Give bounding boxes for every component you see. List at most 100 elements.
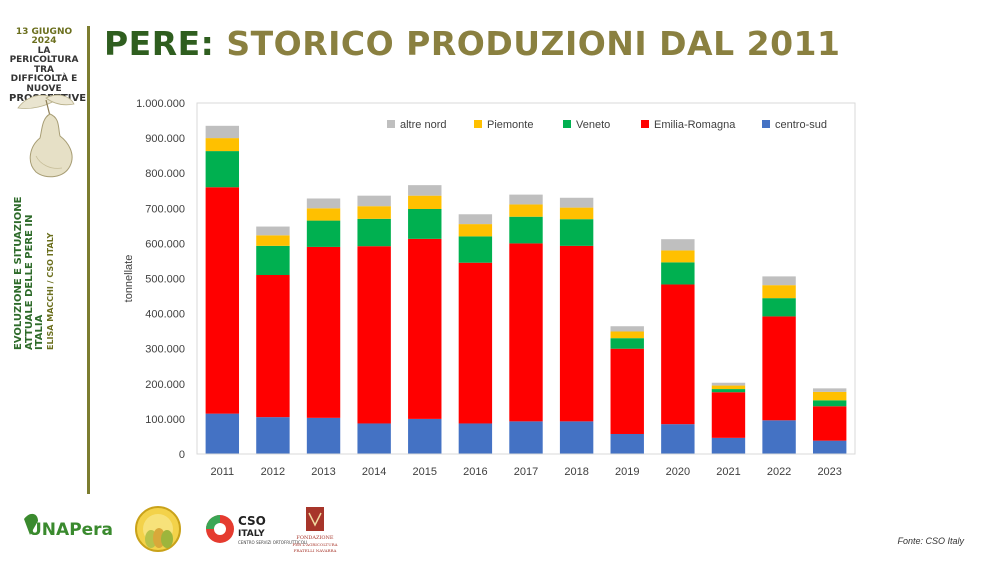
bar-segment bbox=[812, 388, 847, 392]
bar-segment bbox=[762, 276, 796, 286]
bar-segment bbox=[205, 125, 240, 139]
x-tick-label: 2023 bbox=[817, 466, 841, 478]
bar-segment bbox=[205, 413, 240, 454]
y-tick-label: 100.000 bbox=[145, 414, 185, 426]
x-tick-label: 2022 bbox=[767, 466, 791, 478]
event-title-line1: LA PERICOLTURA TRA bbox=[9, 45, 79, 75]
bar-segment bbox=[762, 420, 796, 454]
bar-segment bbox=[610, 338, 644, 349]
legend-swatch bbox=[641, 120, 649, 128]
bar-segment bbox=[205, 151, 240, 188]
bar-segment bbox=[762, 285, 796, 299]
bar-segment bbox=[559, 421, 594, 454]
fondazione-line1: FONDAZIONE bbox=[296, 535, 333, 541]
bar-segment bbox=[509, 216, 543, 244]
bar-segment bbox=[509, 421, 543, 454]
legend-swatch bbox=[563, 120, 571, 128]
bar-segment bbox=[458, 236, 493, 263]
bar-segment bbox=[408, 195, 442, 210]
y-axis-label: tonnellate bbox=[123, 255, 135, 303]
bar-segment bbox=[762, 316, 796, 421]
sidebar: 13 GIUGNO 2024 LA PERICOLTURA TRA DIFFIC… bbox=[0, 0, 92, 563]
cso-logo-line1: CSO bbox=[238, 514, 266, 528]
y-tick-label: 200.000 bbox=[145, 379, 185, 391]
bar-segment bbox=[661, 424, 695, 454]
fondazione-line2: PER L'AGRICOLTURA bbox=[293, 542, 338, 547]
legend-swatch bbox=[387, 120, 395, 128]
bar-segment bbox=[661, 250, 695, 263]
logo-strip: UNAPera CSO ITALY CENTRO SERVIZI ORTOFRU… bbox=[20, 505, 380, 560]
bar-segment bbox=[205, 187, 240, 414]
bar-segment bbox=[256, 274, 290, 418]
y-tick-label: 600.000 bbox=[145, 238, 185, 250]
bar-segment bbox=[559, 219, 594, 246]
page-title: PERE: STORICO PRODUZIONI DAL 2011 bbox=[104, 24, 840, 63]
bar-segment bbox=[812, 440, 847, 454]
bar-segment bbox=[357, 246, 391, 424]
bar-segment bbox=[408, 185, 442, 196]
bar-segment bbox=[610, 326, 644, 332]
y-tick-label: 400.000 bbox=[145, 309, 185, 321]
fondazione-line3: FRATELLI NAVARRA bbox=[294, 548, 337, 553]
y-tick-label: 700.000 bbox=[145, 203, 185, 215]
fondazione-navarra-logo: FONDAZIONE PER L'AGRICOLTURA FRATELLI NA… bbox=[293, 507, 338, 553]
cso-italy-logo: CSO ITALY CENTRO SERVIZI ORTOFRUTTICOLI bbox=[206, 514, 307, 545]
bar-segment bbox=[205, 138, 240, 152]
x-tick-label: 2021 bbox=[716, 466, 740, 478]
pear-illustration-icon bbox=[17, 94, 75, 178]
bar-segment bbox=[306, 198, 341, 209]
x-tick-label: 2014 bbox=[362, 466, 386, 478]
bar-segment bbox=[812, 391, 847, 401]
bar-segment bbox=[509, 194, 543, 205]
x-tick-label: 2013 bbox=[311, 466, 335, 478]
x-tick-label: 2017 bbox=[514, 466, 538, 478]
legend-label: centro-sud bbox=[775, 119, 827, 131]
y-tick-label: 900.000 bbox=[145, 133, 185, 145]
bar-segment bbox=[357, 206, 391, 219]
bar-segment bbox=[458, 214, 493, 225]
cso-logo-sub: CENTRO SERVIZI ORTOFRUTTICOLI bbox=[238, 540, 307, 545]
x-tick-label: 2020 bbox=[666, 466, 690, 478]
bar-segment bbox=[458, 262, 493, 424]
legend-label: Emilia-Romagna bbox=[654, 119, 736, 131]
x-tick-label: 2016 bbox=[463, 466, 487, 478]
bar-segment bbox=[711, 437, 746, 454]
bar-segment bbox=[812, 406, 847, 441]
unapera-logo: UNAPera bbox=[24, 513, 113, 540]
bar-segment bbox=[256, 245, 290, 275]
y-tick-label: 300.000 bbox=[145, 344, 185, 356]
sidebar-divider bbox=[87, 26, 90, 494]
bar-segment bbox=[559, 197, 594, 208]
source-note: Fonte: CSO Italy bbox=[897, 536, 964, 546]
bar-segment bbox=[256, 235, 290, 246]
bar-segment bbox=[256, 417, 290, 454]
legend-swatch bbox=[762, 120, 770, 128]
bar-segment bbox=[408, 238, 442, 419]
cso-logo-line2: ITALY bbox=[238, 529, 265, 539]
x-tick-label: 2019 bbox=[615, 466, 639, 478]
bar-segment bbox=[711, 385, 746, 390]
legend-label: Veneto bbox=[576, 119, 610, 131]
bar-segment bbox=[711, 389, 746, 393]
bar-segment bbox=[306, 208, 341, 221]
unapera-logo-text: UNAPera bbox=[28, 520, 113, 540]
event-title-line2: DIFFICOLTÀ E NUOVE bbox=[10, 74, 78, 94]
bar-segment bbox=[610, 348, 644, 434]
bar-segment bbox=[408, 209, 442, 239]
legend-label: altre nord bbox=[400, 119, 446, 131]
bar-segment bbox=[509, 204, 543, 217]
bar-segment bbox=[458, 224, 493, 237]
bar-segment bbox=[711, 392, 746, 438]
y-tick-label: 500.000 bbox=[145, 274, 185, 286]
x-tick-label: 2011 bbox=[210, 466, 234, 478]
bar-segment bbox=[559, 207, 594, 220]
bar-segment bbox=[357, 423, 391, 454]
legend-swatch bbox=[474, 120, 482, 128]
x-tick-label: 2012 bbox=[261, 466, 285, 478]
page-title-part1: PERE: bbox=[104, 24, 215, 63]
bar-segment bbox=[306, 417, 341, 454]
y-tick-label: 800.000 bbox=[145, 168, 185, 180]
legend-label: Piemonte bbox=[487, 119, 533, 131]
bar-segment bbox=[661, 262, 695, 285]
bar-segment bbox=[711, 382, 746, 386]
